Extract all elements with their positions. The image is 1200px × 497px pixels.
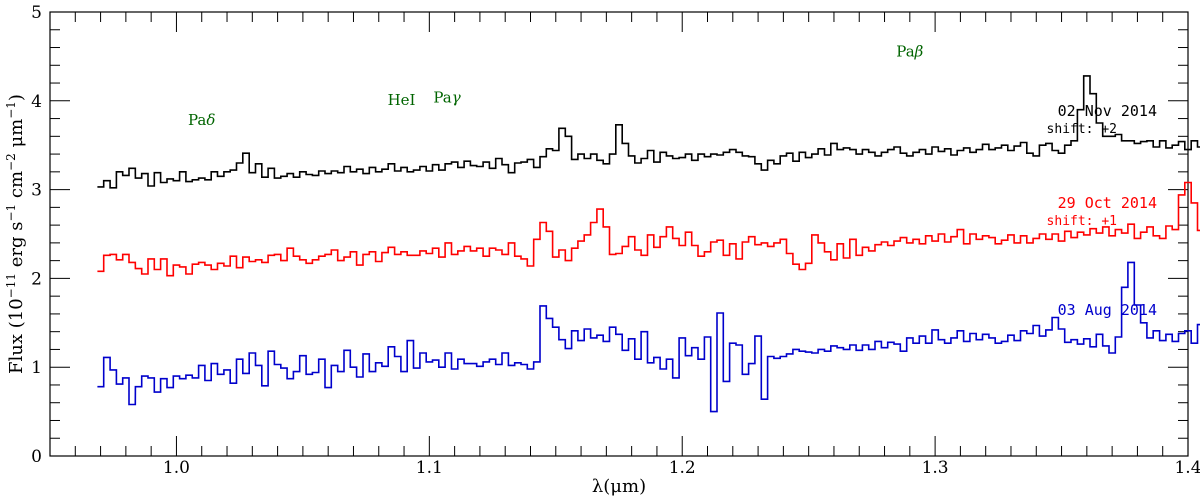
spectra-series (97, 75, 1200, 413)
series-date-label: 03 Aug 2014 (1058, 301, 1157, 319)
y-tick-label: 5 (31, 3, 42, 23)
series-date-label: 02 Nov 2014 (1058, 102, 1157, 120)
spectral-line-label: Paβ (896, 42, 923, 60)
y-axis-exponent: −1 (4, 101, 18, 119)
y-axis-text: μm (6, 119, 27, 154)
x-tick-label: 1.3 (922, 458, 949, 478)
spectral-line-greek: δ (206, 111, 215, 129)
x-tick-label: 1.2 (669, 458, 696, 478)
y-tick-label: 1 (31, 358, 42, 378)
y-tick-label: 2 (31, 269, 42, 289)
y-axis-exponent: −1 (4, 204, 18, 222)
spectral-line-label: HeI (388, 91, 416, 109)
y-axis-text: Flux (10 (6, 298, 27, 374)
x-tick-label: 1.4 (1174, 458, 1200, 478)
series-date-label: 29 Oct 2014 (1058, 194, 1157, 212)
spectral-line-label: Paγ (433, 89, 460, 107)
y-axis-title: Flux (10−11 erg s−1 cm−2 μm−1) (4, 94, 27, 374)
y-axis-text: ) (6, 94, 27, 101)
spectral-line-greek: γ (452, 89, 461, 107)
y-axis-text: cm (6, 171, 27, 204)
x-axis-title: λ(μm) (592, 476, 646, 497)
y-axis-text: erg s (6, 222, 27, 273)
spectrum-line (97, 181, 1200, 277)
plot-frame (49, 11, 1189, 457)
series-shift-label: shift: +2 (1047, 122, 1117, 137)
series-labels: 02 Nov 2014 shift: +2 29 Oct 2014 shift: +1… (1047, 102, 1157, 319)
spectral-line-greek: β (914, 42, 924, 60)
y-tick-label: 0 (31, 447, 42, 467)
y-tick-label: 4 (31, 92, 42, 112)
spectral-line-label: Paδ (188, 111, 215, 129)
axis-ticks (49, 11, 1189, 457)
y-axis-exponent: −11 (4, 273, 18, 298)
x-tick-label: 1.1 (416, 458, 443, 478)
y-axis-exponent: −2 (4, 153, 18, 171)
series-shift-label: shift: +1 (1047, 214, 1117, 229)
spectrum-line (97, 261, 1200, 413)
spectrum-line (97, 75, 1200, 189)
tick-labels: 1.0 1.1 1.2 1.3 1.4 0 1 2 3 4 5 (31, 3, 1200, 478)
x-tick-label: 1.0 (163, 458, 190, 478)
y-tick-label: 3 (31, 181, 42, 201)
line-identifications: Paδ HeI Paγ Paβ (188, 42, 924, 128)
